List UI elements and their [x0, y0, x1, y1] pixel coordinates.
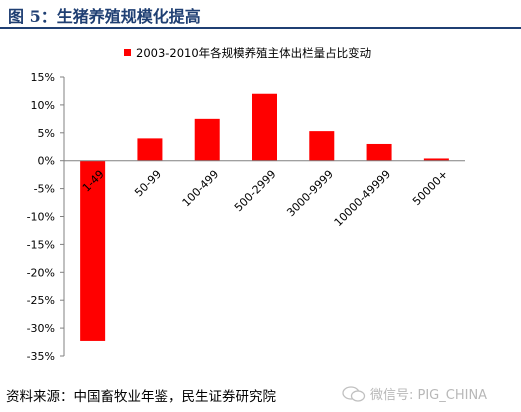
figure-title: 图 5：生猪养殖规模化提高	[8, 7, 201, 26]
y-tick-label: -15%	[27, 238, 55, 251]
x-tick-label: 50000+	[410, 168, 450, 208]
bar	[309, 131, 335, 161]
bar	[252, 93, 277, 161]
x-tick-label: 500-2999	[232, 168, 279, 215]
y-tick-label: -5%	[34, 183, 55, 196]
wechat-watermark: 微信号: PIG_CHINA	[342, 384, 487, 403]
legend-swatch	[124, 49, 131, 56]
bar	[423, 158, 449, 161]
bar	[366, 143, 392, 161]
title-underline	[0, 27, 521, 29]
y-tick-label: -10%	[27, 211, 55, 224]
y-tick-label: 15%	[31, 71, 55, 84]
y-tick-label: 5%	[38, 127, 55, 140]
x-tick-label: 100-499	[180, 168, 222, 210]
bar	[194, 118, 220, 161]
y-tick-label: -20%	[27, 266, 55, 279]
y-tick-label: -35%	[27, 350, 55, 363]
wechat-icon	[342, 386, 366, 402]
y-tick-label: -25%	[27, 294, 55, 307]
x-tick-label: 50-99	[132, 168, 164, 200]
bar	[80, 160, 106, 341]
x-tick-label: 10000-49999	[332, 168, 393, 229]
legend-label: 2003-2010年各规模养殖主体出栏量占比变动	[136, 46, 371, 60]
watermark-text: 微信号: PIG_CHINA	[370, 388, 488, 403]
x-tick-label: 3000-9999	[284, 168, 336, 220]
bar	[137, 138, 163, 161]
y-tick-label: -30%	[27, 322, 55, 335]
y-tick-label: 0%	[38, 155, 55, 168]
y-tick-label: 10%	[31, 99, 55, 112]
source-note: 资料来源：中国畜牧业年鉴，民生证券研究院	[6, 389, 276, 405]
